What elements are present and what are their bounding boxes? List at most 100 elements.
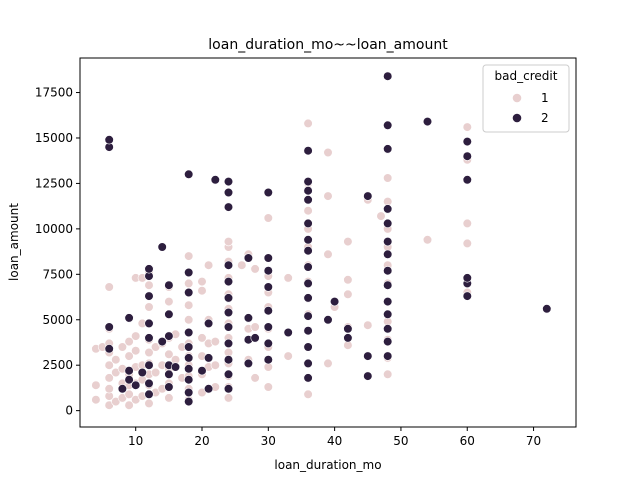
point-series-2-108 (462, 175, 472, 185)
point-series-2-58 (250, 333, 260, 343)
y-tick-label-2500: 2500 (42, 358, 73, 372)
point-series-1-142 (343, 237, 353, 247)
point-series-2-34 (184, 287, 194, 298)
point-series-2-88 (363, 351, 373, 361)
point-series-2-97 (383, 249, 393, 259)
point-series-1-143 (363, 320, 373, 330)
point-series-2-68 (303, 373, 313, 383)
point-series-2-91 (383, 337, 393, 347)
y-tick-label-10000: 10000 (35, 222, 73, 236)
point-series-2-35 (184, 267, 194, 278)
point-series-1-157 (422, 235, 433, 245)
x-tick-label-20: 20 (194, 434, 209, 448)
y-axis: 0 2500 5000 7500 10000 12500 15000 17500 (35, 86, 80, 418)
point-series-1-85 (204, 260, 214, 270)
x-tick-label-40: 40 (327, 434, 342, 448)
x-tick-label-60: 60 (460, 434, 475, 448)
point-series-1-0 (91, 395, 101, 405)
point-series-1-162 (462, 122, 472, 132)
point-series-2-66 (263, 187, 273, 198)
y-tick-label-5000: 5000 (42, 313, 73, 327)
point-series-2-105 (462, 291, 472, 301)
point-series-2-5 (124, 375, 134, 385)
point-series-1-73 (184, 300, 194, 310)
y-tick-label-0: 0 (65, 404, 73, 418)
point-series-2-54 (243, 358, 253, 369)
point-series-1-140 (343, 289, 353, 299)
point-series-2-70 (303, 342, 313, 352)
point-series-1-136 (323, 147, 333, 158)
point-series-2-45 (223, 338, 234, 349)
point-series-1-133 (323, 358, 333, 369)
point-series-2-56 (243, 313, 253, 323)
point-series-2-11 (144, 378, 154, 389)
point-series-1-79 (197, 333, 207, 343)
point-series-2-15 (144, 291, 154, 301)
point-series-2-27 (184, 397, 194, 407)
point-series-2-89 (363, 191, 373, 201)
point-series-2-103 (383, 71, 393, 81)
point-series-1-30 (131, 331, 141, 341)
point-series-2-86 (343, 324, 353, 334)
point-series-1-119 (303, 389, 313, 399)
point-series-2-9 (137, 367, 147, 378)
point-series-1-7 (104, 373, 114, 383)
point-series-1-20 (124, 400, 134, 410)
point-series-1-12 (104, 282, 114, 292)
point-series-2-93 (383, 309, 393, 319)
point-series-2-31 (184, 353, 194, 363)
y-tick-label-15000: 15000 (35, 131, 73, 145)
point-series-2-10 (144, 389, 154, 399)
point-series-1-135 (323, 191, 333, 201)
point-series-2-7 (124, 313, 134, 323)
point-series-2-4 (117, 384, 127, 394)
point-series-1-116 (263, 213, 273, 223)
point-series-1-108 (250, 264, 260, 274)
x-tick-label-10: 10 (128, 434, 143, 448)
point-series-1-42 (144, 347, 154, 358)
point-series-2-32 (184, 342, 194, 352)
point-series-2-37 (197, 366, 207, 376)
point-series-1-24 (124, 351, 134, 361)
point-series-1-89 (223, 393, 234, 403)
point-series-2-107 (462, 273, 472, 283)
plot-frame (79, 57, 577, 428)
point-series-1-102 (237, 260, 247, 270)
point-series-2-18 (157, 337, 167, 347)
point-series-2-99 (383, 218, 393, 228)
point-series-2-47 (223, 307, 234, 318)
point-series-1-130 (303, 206, 313, 216)
point-series-1-75 (184, 251, 194, 261)
point-series-1-88 (210, 337, 220, 347)
point-series-2-50 (223, 260, 234, 270)
point-series-1-29 (131, 346, 141, 356)
point-series-2-3 (104, 322, 114, 332)
point-series-1-134 (323, 249, 333, 259)
point-series-1-57 (164, 349, 174, 359)
point-series-1-87 (210, 360, 220, 370)
point-series-2-79 (303, 195, 313, 205)
point-series-2-29 (184, 375, 194, 385)
point-series-2-42 (223, 384, 234, 394)
point-series-2-23 (164, 331, 174, 341)
point-series-2-61 (263, 322, 273, 332)
point-series-2-63 (263, 282, 273, 292)
point-series-1-146 (383, 369, 393, 379)
point-series-1-21 (124, 389, 134, 399)
point-series-2-57 (243, 253, 253, 263)
legend-label-1: 1 (541, 91, 549, 105)
point-series-1-25 (124, 337, 134, 347)
point-series-1-109 (263, 382, 273, 392)
legend-marker-2 (512, 113, 522, 123)
point-series-2-64 (263, 266, 273, 276)
point-series-2-2 (104, 344, 114, 354)
point-series-1-49 (151, 367, 161, 378)
point-series-2-6 (124, 366, 134, 376)
point-series-2-94 (383, 297, 393, 307)
point-series-1-80 (197, 286, 207, 296)
point-series-1-45 (144, 302, 154, 312)
point-series-2-75 (303, 262, 313, 272)
point-series-2-19 (157, 242, 167, 252)
point-series-2-109 (462, 151, 472, 161)
point-series-1-72 (184, 315, 194, 325)
